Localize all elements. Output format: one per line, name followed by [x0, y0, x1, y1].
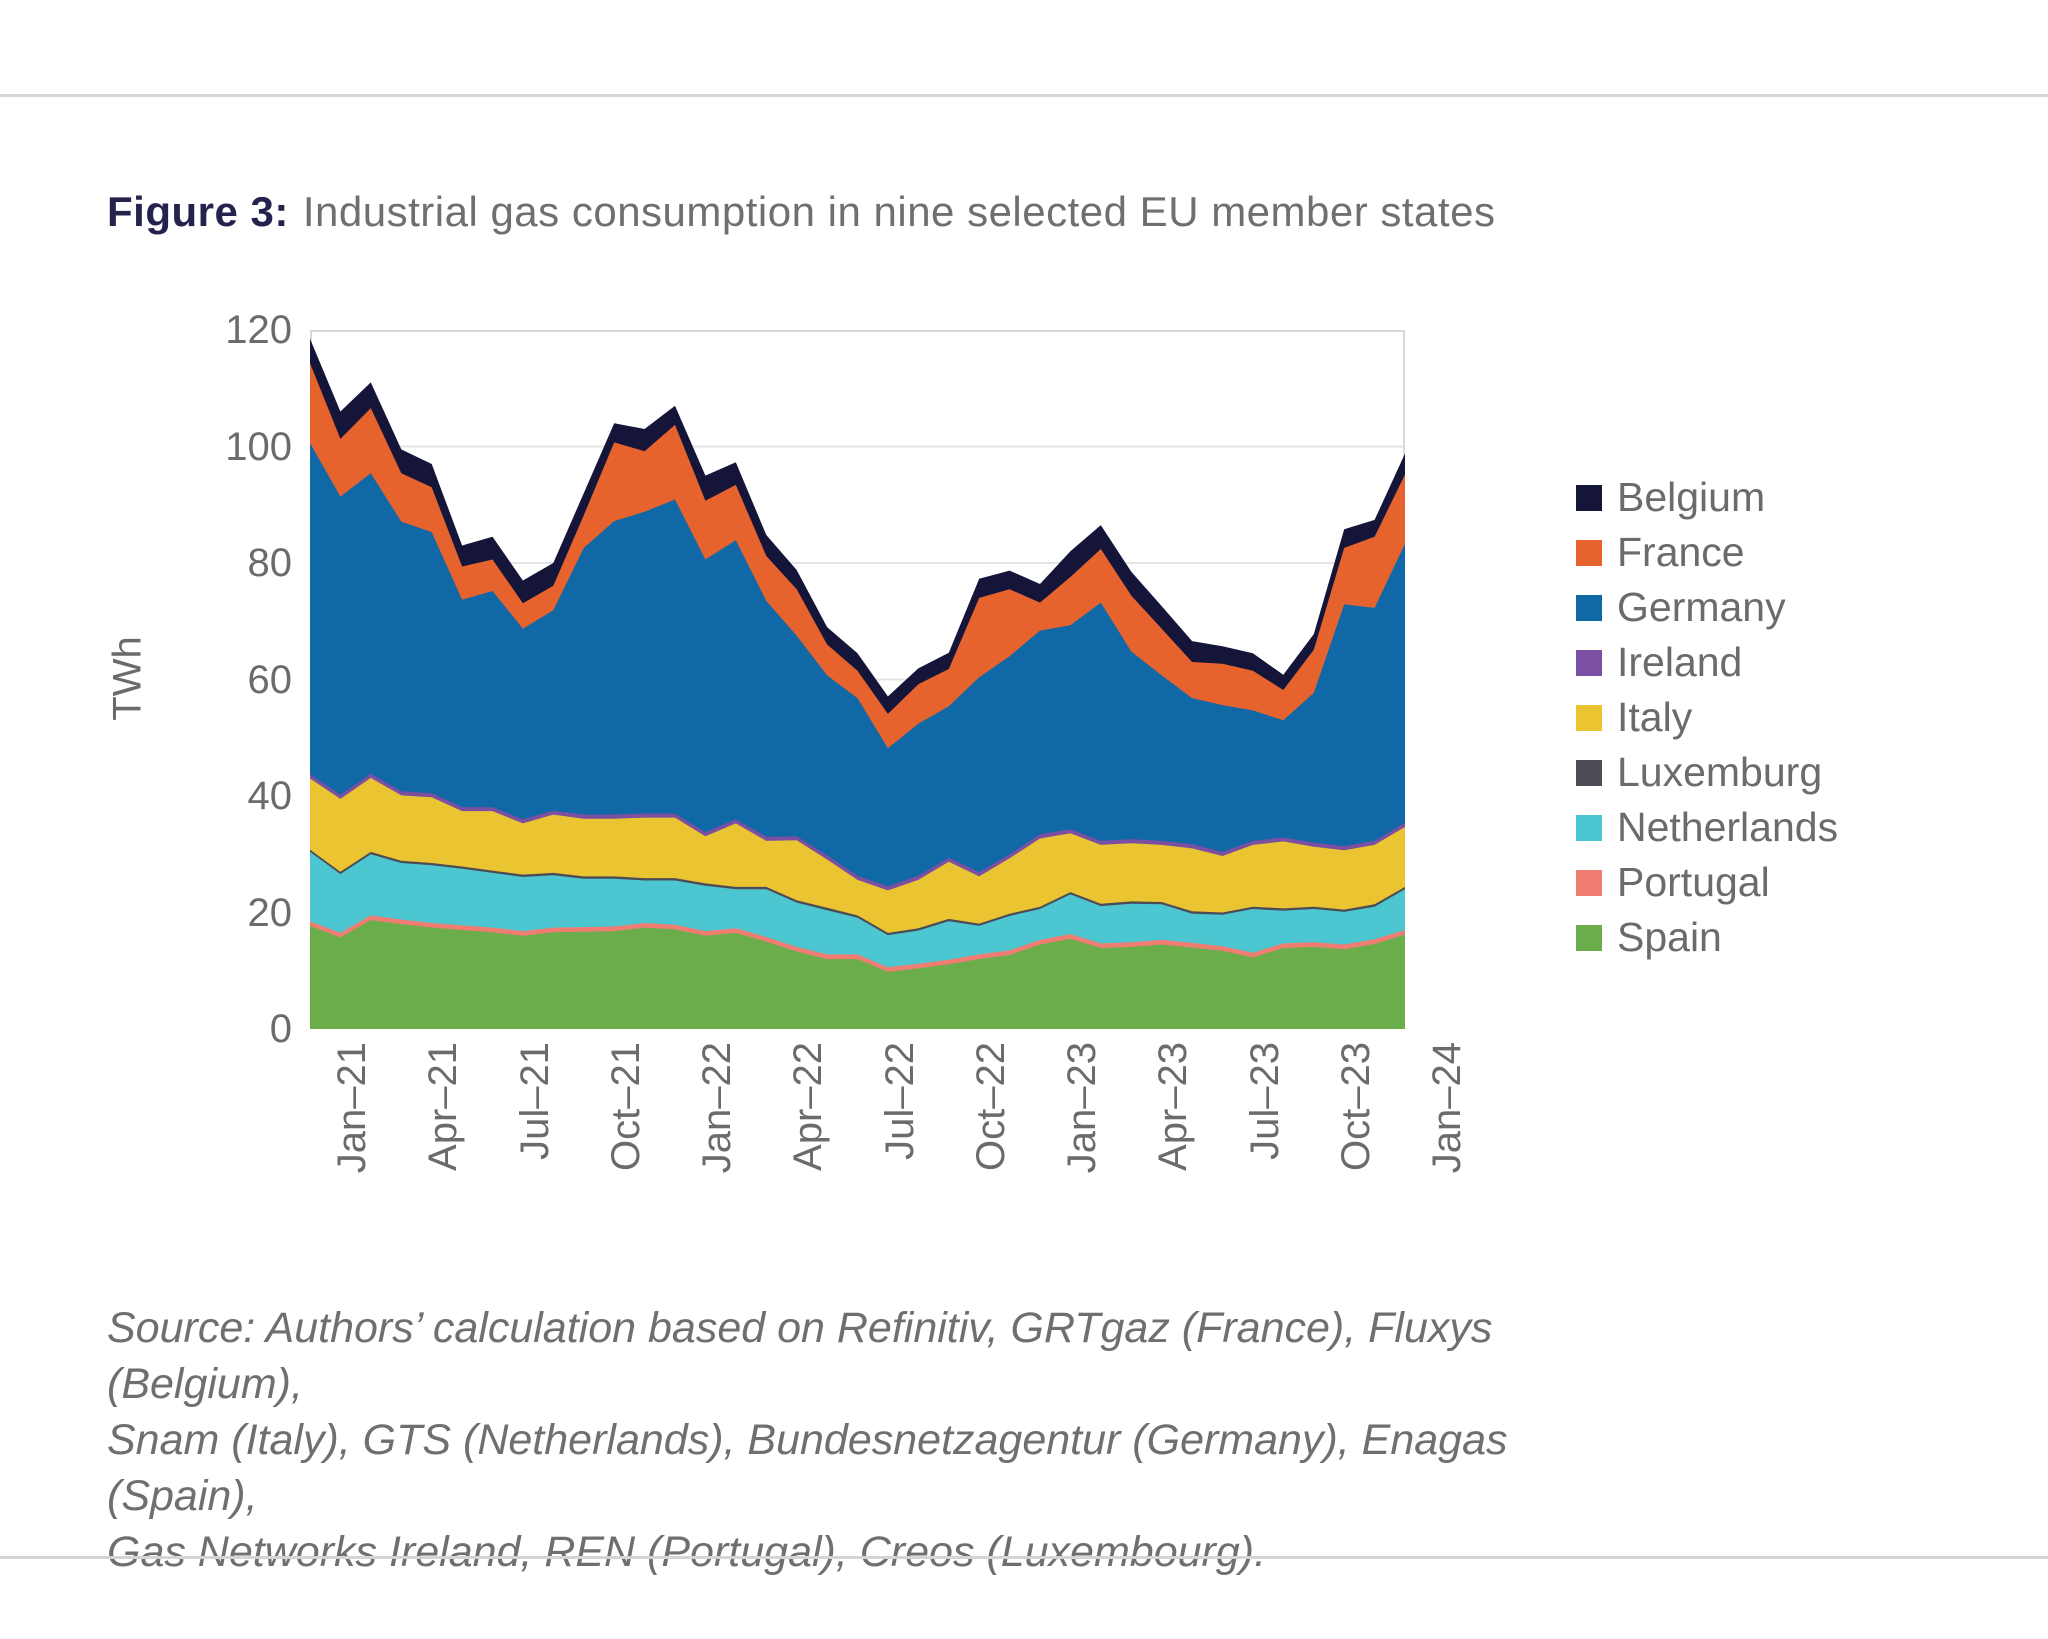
- legend-item-france: France: [1576, 525, 1838, 580]
- source-note: Source: Authors’ calculation based on Re…: [107, 1300, 1667, 1580]
- legend-label-belgium: Belgium: [1617, 474, 1766, 520]
- legend-swatch-portugal: [1576, 869, 1602, 896]
- legend-swatch-france: [1576, 539, 1602, 566]
- area-spain: [310, 920, 1405, 1029]
- legend-swatch-ireland: [1576, 649, 1602, 676]
- legend-label-france: France: [1617, 529, 1745, 575]
- legend-label-spain: Spain: [1617, 914, 1722, 960]
- legend-item-portugal: Portugal: [1576, 855, 1838, 910]
- legend-label-germany: Germany: [1617, 584, 1786, 630]
- figure-title-prefix: Figure 3:: [107, 188, 289, 235]
- legend-swatch-netherlands: [1576, 814, 1602, 841]
- legend-item-belgium: Belgium: [1576, 470, 1838, 525]
- source-line: Gas Networks Ireland, REN (Portugal), Cr…: [107, 1528, 1267, 1576]
- legend-item-spain: Spain: [1576, 910, 1838, 965]
- y-tick-label-40: 40: [247, 774, 293, 818]
- legend-label-ireland: Ireland: [1617, 639, 1743, 685]
- y-tick-label-20: 20: [247, 890, 293, 935]
- y-tick-label-100: 100: [225, 424, 292, 469]
- y-tick-label-60: 60: [247, 657, 293, 702]
- legend-label-luxemburg: Luxemburg: [1617, 749, 1823, 795]
- legend-item-germany: Germany: [1576, 580, 1838, 635]
- legend-label-portugal: Portugal: [1617, 859, 1770, 905]
- legend-label-netherlands: Netherlands: [1617, 804, 1839, 850]
- legend-swatch-germany: [1576, 594, 1602, 621]
- legend-item-netherlands: Netherlands: [1576, 800, 1838, 855]
- legend: Belgium France Germany Ireland Italy Luxembur…: [1576, 470, 1838, 965]
- legend-swatch-italy: [1576, 704, 1602, 731]
- legend-item-ireland: Ireland: [1576, 635, 1838, 690]
- top-divider: [0, 94, 2048, 97]
- y-tick-label-120: 120: [225, 308, 292, 352]
- legend-label-italy: Italy: [1617, 694, 1693, 740]
- y-tick-label-80: 80: [247, 541, 293, 585]
- legend-swatch-belgium: [1576, 484, 1602, 511]
- plot-area: [310, 330, 1405, 1029]
- bottom-divider: [0, 1556, 2048, 1559]
- figure-title-text: Industrial gas consumption in nine selec…: [302, 188, 1496, 235]
- legend-swatch-spain: [1576, 924, 1602, 951]
- figure-title: Figure 3: Industrial gas consumption in n…: [107, 188, 1495, 236]
- legend-swatch-luxemburg: [1576, 759, 1602, 786]
- y-tick-label-0: 0: [269, 1007, 292, 1051]
- legend-item-italy: Italy: [1576, 690, 1838, 745]
- source-line: Snam (Italy), GTS (Netherlands), Bundesn…: [107, 1416, 1508, 1520]
- source-line: Source: Authors’ calculation based on Re…: [107, 1304, 1493, 1408]
- legend-item-luxemburg: Luxemburg: [1576, 745, 1838, 800]
